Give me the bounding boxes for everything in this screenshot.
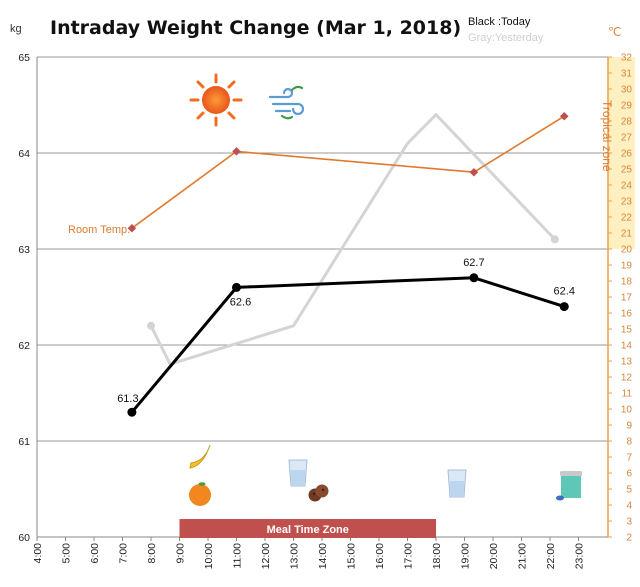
- y2-tick-label: 8: [626, 437, 632, 448]
- x-tick-label: 11:00: [232, 543, 244, 569]
- water-glass-icon: [288, 459, 308, 487]
- tropical-zone-band: [608, 57, 635, 249]
- y-tick-label: 65: [18, 52, 30, 64]
- y2-tick-label: 25: [621, 165, 633, 176]
- y2-tick-label: 28: [621, 117, 633, 128]
- y2-tick-label: 9: [626, 421, 632, 432]
- y2-tick-label: 22: [621, 213, 633, 224]
- y2-tick-label: 4: [626, 501, 632, 512]
- y2-axis-ticks: 2345678910111213141516171819202122232425…: [608, 53, 632, 544]
- x-tick-label: 5:00: [61, 543, 73, 564]
- today-point: [127, 407, 137, 417]
- room-temp-point: [127, 223, 137, 233]
- x-axis-ticks: 4:00 5:00 6:00 7:00 8:00 9:00 10:00 11:00 12:00 1…: [32, 537, 586, 569]
- x-tick-label: 15:00: [346, 543, 358, 569]
- today-point: [469, 273, 479, 283]
- y2-axis-unit: ℃: [608, 25, 621, 39]
- chart-title: Intraday Weight Change (Mar 1, 2018): [50, 17, 461, 39]
- y-tick-label: 62: [18, 340, 30, 352]
- x-tick-label: 23:00: [574, 543, 586, 569]
- today-data-label: 62.7: [463, 257, 484, 269]
- y2-tick-label: 2: [626, 533, 632, 544]
- y2-tick-label: 29: [621, 101, 633, 112]
- x-tick-label: 6:00: [89, 543, 101, 564]
- room-temp-point: [232, 147, 241, 156]
- y2-tick-label: 20: [621, 245, 633, 256]
- meal-time-zone-label: Meal Time Zone: [267, 524, 349, 536]
- meal-time-zone-band: [179, 519, 436, 538]
- x-tick-label: 12:00: [260, 543, 272, 569]
- today-series-line: [130, 276, 565, 414]
- legend-yesterday: Gray:Yesterday: [468, 32, 544, 44]
- x-tick-label: 21:00: [517, 543, 529, 569]
- yesterday-series-line: [149, 113, 556, 366]
- x-tick-label: 22:00: [545, 543, 557, 569]
- orange-icon: [189, 482, 211, 506]
- x-tick-label: 14:00: [317, 543, 329, 569]
- y2-tick-label: 30: [621, 85, 633, 96]
- y2-tick-label: 6: [626, 469, 632, 480]
- cookies-icon: [308, 484, 329, 502]
- y2-tick-label: 24: [621, 181, 633, 192]
- x-tick-label: 16:00: [374, 543, 386, 569]
- y2-tick-label: 27: [621, 133, 633, 144]
- today-data-label: 62.4: [554, 286, 575, 298]
- tropical-zone-label: Tropical zone: [600, 100, 614, 172]
- y2-tick-label: 12: [621, 373, 633, 384]
- x-tick-label: 20:00: [488, 543, 500, 569]
- y-axis-unit: kg: [10, 23, 22, 35]
- series-group: 61.3 62.6 62.7 62.4: [117, 111, 575, 417]
- room-temp-label: Room Temp.: [68, 224, 130, 236]
- water-glass-icon: [447, 469, 467, 498]
- today-point: [559, 302, 569, 312]
- y2-tick-label: 16: [621, 309, 633, 320]
- x-tick-label: 13:00: [289, 543, 301, 569]
- y2-tick-label: 15: [621, 325, 633, 336]
- bottle-icon: [556, 471, 582, 501]
- y-tick-label: 64: [18, 148, 30, 160]
- x-tick-label: 17:00: [403, 543, 415, 569]
- y2-tick-label: 31: [621, 69, 633, 80]
- wind-icon: [268, 85, 305, 120]
- room-temp-series-line: [131, 115, 565, 229]
- grid-lines: [37, 56, 608, 538]
- y2-tick-label: 21: [621, 229, 633, 240]
- x-tick-label: 4:00: [32, 543, 44, 564]
- y2-tick-label: 26: [621, 149, 633, 160]
- x-tick-label: 7:00: [118, 543, 130, 564]
- y-tick-label: 60: [18, 532, 30, 544]
- y2-tick-label: 18: [621, 277, 633, 288]
- legend-today: Black :Today: [468, 16, 531, 28]
- y2-tick-label: 7: [626, 453, 632, 464]
- today-point: [232, 282, 241, 292]
- y2-tick-label: 5: [626, 485, 632, 496]
- room-temp-point: [560, 111, 569, 121]
- sun-icon: [189, 73, 243, 127]
- y2-tick-label: 32: [621, 53, 633, 64]
- yesterday-point: [147, 321, 155, 330]
- y2-tick-label: 19: [621, 261, 633, 272]
- y2-tick-label: 14: [621, 341, 633, 352]
- yesterday-point: [550, 235, 559, 244]
- y2-tick-label: 17: [621, 293, 633, 304]
- banana-icon: [189, 444, 211, 469]
- x-tick-label: 9:00: [175, 543, 187, 564]
- y2-tick-label: 11: [622, 389, 633, 400]
- x-tick-label: 8:00: [146, 543, 158, 564]
- x-tick-label: 19:00: [460, 543, 472, 569]
- y-tick-label: 61: [18, 436, 30, 448]
- today-data-label: 61.3: [117, 393, 138, 405]
- room-temp-point: [469, 167, 479, 177]
- y2-tick-label: 13: [621, 357, 633, 368]
- x-tick-label: 18:00: [431, 543, 443, 569]
- y2-tick-label: 23: [621, 197, 633, 208]
- today-data-label: 62.6: [230, 296, 251, 308]
- x-tick-label: 10:00: [203, 543, 215, 569]
- y2-tick-label: 10: [621, 405, 633, 416]
- y2-tick-label: 3: [626, 517, 632, 528]
- y-tick-label: 63: [18, 244, 30, 256]
- y-axis-ticks: 60 61 62 63 64 65: [18, 52, 30, 544]
